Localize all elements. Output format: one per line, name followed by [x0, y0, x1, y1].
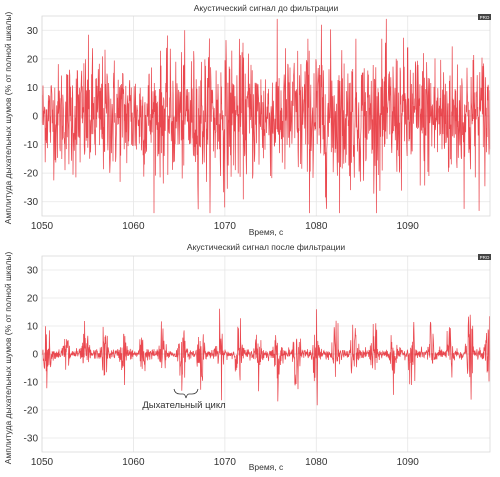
chart-title-after: Акустический сигнал после фильтрации [187, 242, 345, 252]
x-tick-label: 1080 [305, 457, 328, 468]
y-tick-label: 20 [27, 294, 39, 305]
breathing-cycle-brace [173, 388, 199, 399]
y-tick-label: 0 [32, 112, 38, 123]
chart-panel-after-filter: Акустический сигнал после фильтрации -30… [24, 242, 491, 472]
x-tick-label: 1060 [122, 221, 145, 232]
y-tick-label: 30 [27, 266, 39, 277]
y-tick-label: 20 [27, 54, 39, 65]
signal-line [41, 308, 491, 406]
x-tick-label: 1080 [305, 221, 328, 232]
y-tick-label: 30 [27, 26, 39, 37]
x-tick-label: 1090 [397, 457, 420, 468]
y-ticks-before: -30 -20 -10 0 10 20 30 [24, 26, 39, 208]
x-tick-label: 1090 [397, 221, 420, 232]
plot-frame-after [41, 255, 491, 453]
x-axis-label-before: Время, с [249, 227, 284, 237]
y-tick-label: -30 [24, 434, 39, 445]
y-tick-label: -20 [24, 406, 39, 417]
y-tick-label: 10 [27, 83, 39, 94]
y-tick-label: 0 [32, 350, 38, 361]
badge-before [478, 14, 491, 20]
plot-frame-before [41, 15, 491, 217]
y-ticks-after: -30 -20 -10 0 10 20 30 [24, 266, 39, 445]
y-tick-label: 10 [27, 322, 39, 333]
x-tick-label: 1050 [31, 457, 54, 468]
breathing-cycle-annotation: Дыхательный цикл [142, 400, 225, 411]
badge-before-text: PRO [480, 15, 490, 20]
badge-after-text: PRO [480, 255, 490, 260]
x-tick-label: 1070 [214, 457, 237, 468]
chart-title-before: Акустический сигнал до фильтрации [194, 3, 339, 13]
x-tick-label: 1070 [214, 221, 237, 232]
y-tick-label: -10 [24, 378, 39, 389]
y-tick-label: -20 [24, 169, 39, 180]
chart-panel-before-filter: Акустический сигнал до фильтрации -30 -20… [24, 3, 491, 237]
signal-after [41, 308, 491, 406]
x-axis-label-after: Время, с [249, 462, 284, 472]
x-tick-label: 1060 [122, 457, 145, 468]
y-tick-label: -30 [24, 197, 39, 208]
x-tick-label: 1050 [31, 221, 54, 232]
badge-after [478, 254, 491, 260]
x-ticks-after: 1050 1060 1070 1080 1090 [31, 457, 419, 468]
y-axis-label-after: Амплитуда дыхательных шумов (% от полной… [3, 252, 13, 465]
y-axis-label-before: Амплитуда дыхательных шумов (% от полной… [3, 12, 13, 225]
signal-before [41, 18, 491, 214]
signal-line [41, 18, 491, 214]
x-ticks-before: 1050 1060 1070 1080 1090 [31, 221, 419, 232]
y-tick-label: -10 [24, 140, 39, 151]
